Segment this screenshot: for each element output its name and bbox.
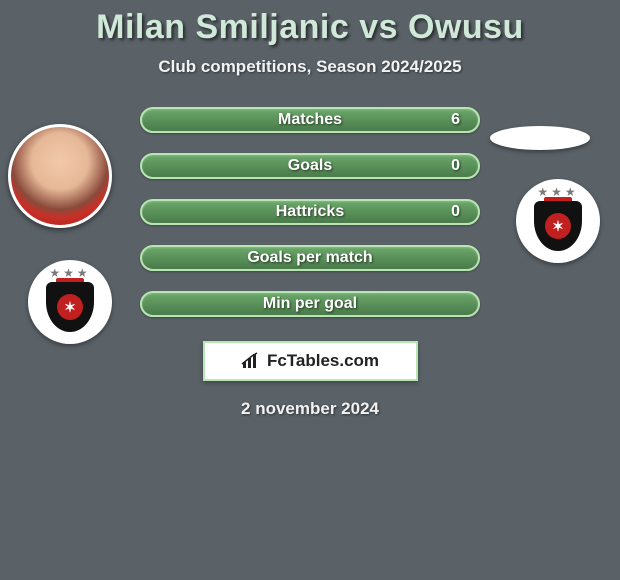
stat-label: Hattricks	[276, 203, 344, 221]
page-title: Milan Smiljanic vs Owusu	[0, 8, 620, 47]
club-badge-left: ★★★ ✶	[28, 260, 112, 344]
stat-row-hattricks: Hattricks 0	[140, 199, 480, 225]
stat-row-goals-per-match: Goals per match	[140, 245, 480, 271]
stats-list: Matches 6 Goals 0 Hattricks 0 Goals per …	[140, 107, 480, 317]
logo-text: FcTables.com	[267, 351, 379, 371]
bar-chart-icon	[241, 352, 263, 370]
badge-shield-icon: ✶	[46, 282, 94, 332]
stat-label: Goals	[288, 157, 332, 175]
badge-shield-icon: ✶	[534, 201, 582, 251]
fctables-logo: FcTables.com	[203, 341, 418, 381]
date-text: 2 november 2024	[0, 399, 620, 419]
stat-row-min-per-goal: Min per goal	[140, 291, 480, 317]
page-subtitle: Club competitions, Season 2024/2025	[0, 57, 620, 77]
stat-value: 0	[451, 203, 460, 221]
stat-label: Goals per match	[247, 249, 372, 267]
stat-row-goals: Goals 0	[140, 153, 480, 179]
comparison-card: Milan Smiljanic vs Owusu Club competitio…	[0, 0, 620, 419]
club-badge-right: ★★★ ✶	[516, 179, 600, 263]
stat-value: 6	[451, 111, 460, 129]
stat-value: 0	[451, 157, 460, 175]
badge-graphic: ★★★ ✶	[526, 189, 590, 253]
badge-graphic: ★★★ ✶	[38, 270, 102, 334]
player-photo-right	[490, 126, 590, 150]
stat-row-matches: Matches 6	[140, 107, 480, 133]
player-photo-left	[8, 124, 112, 228]
stat-label: Min per goal	[263, 295, 357, 313]
stat-label: Matches	[278, 111, 342, 129]
